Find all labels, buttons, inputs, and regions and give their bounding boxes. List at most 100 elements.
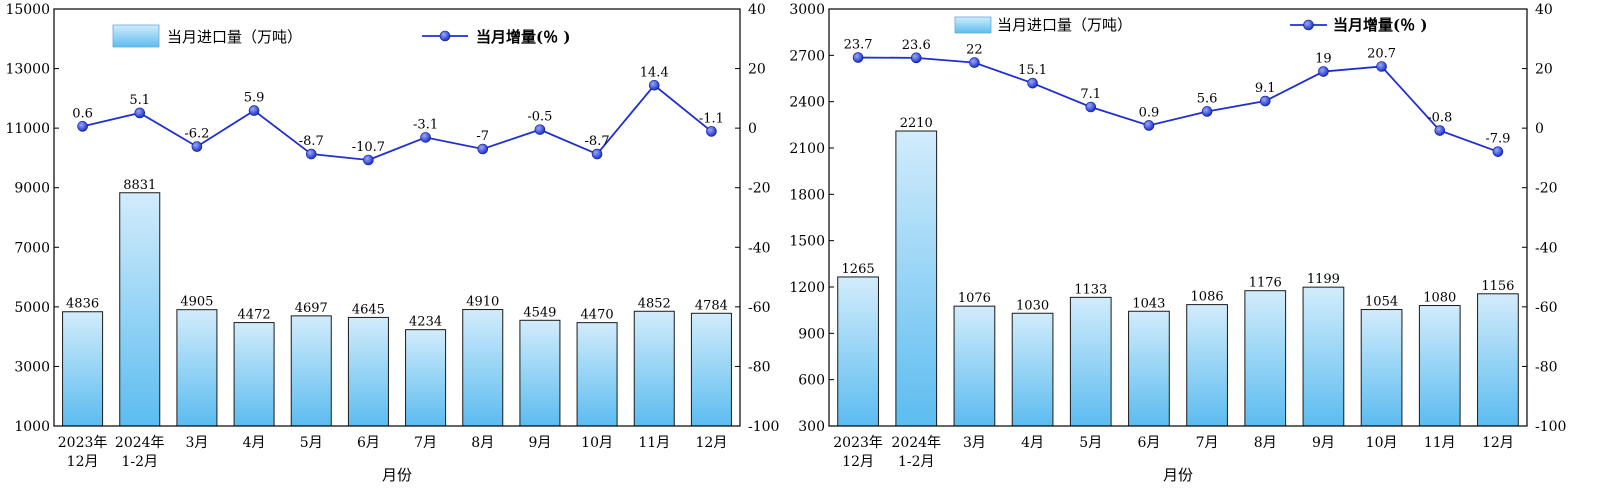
growth-marker	[1143, 120, 1155, 131]
bar-value-label: 4905	[180, 295, 213, 310]
left-axis-tick-label: 7000	[14, 240, 50, 256]
left-axis-tick-label: 1200	[789, 280, 825, 296]
growth-marker	[1376, 61, 1387, 72]
bar	[1128, 310, 1170, 427]
bar-value-label: 1199	[1307, 272, 1340, 287]
left-axis-tick-label: 1000	[14, 419, 50, 435]
right-axis-tick-label: -20	[748, 181, 771, 197]
left-axis-tick-label: 2400	[789, 95, 825, 111]
growth-value-label: -7	[476, 129, 489, 144]
x-category-label: 2024年 1-2月	[891, 435, 941, 470]
bar	[633, 310, 675, 427]
growth-value-label: 19	[1315, 52, 1332, 67]
left-axis-tick-label: 11000	[5, 121, 50, 137]
growth-marker	[477, 143, 489, 155]
bar	[895, 130, 938, 427]
bar	[62, 311, 104, 427]
bar	[1477, 293, 1519, 427]
growth-marker	[534, 124, 546, 135]
bar	[837, 276, 879, 427]
bar	[233, 322, 275, 427]
x-category-label: 6月	[357, 435, 380, 451]
bar	[690, 312, 732, 427]
growth-value-label: 0.9	[1139, 105, 1160, 120]
x-category-label: 12月	[1482, 435, 1514, 451]
growth-marker	[852, 52, 864, 63]
left-axis-tick-label: 1800	[789, 187, 825, 203]
bar-value-label: 4852	[638, 296, 671, 311]
x-category-label: 8月	[1254, 435, 1277, 451]
left-axis-tick-label: 300	[798, 419, 825, 435]
bar-value-label: 1054	[1365, 295, 1398, 310]
growth-marker	[248, 105, 260, 116]
bar	[1418, 305, 1461, 427]
legend-marker-swatch	[1303, 19, 1314, 31]
x-category-label: 5月	[300, 435, 323, 451]
legend-bar-label: 当月进口量（万吨）	[167, 28, 302, 46]
left-axis-tick-label: 9000	[14, 181, 50, 197]
x-category-label: 2023年 12月	[833, 435, 883, 470]
right-axis-tick-label: 0	[748, 121, 757, 137]
growth-marker	[706, 126, 717, 137]
growth-value-label: -10.7	[352, 140, 385, 155]
x-category-label: 2023年 12月	[58, 435, 108, 470]
growth-value-label: 23.7	[844, 38, 873, 53]
bar-value-label: 1080	[1423, 291, 1456, 306]
bar-value-label: 4549	[523, 305, 556, 320]
x-axis-title: 月份	[1163, 466, 1193, 484]
growth-value-label: 20.7	[1367, 46, 1396, 61]
right-axis-tick-label: 40	[1535, 2, 1553, 18]
x-category-label: 7月	[414, 435, 437, 451]
left-axis-tick-label: 1500	[789, 234, 825, 250]
x-category-label: 8月	[471, 435, 494, 451]
growth-marker	[969, 57, 980, 68]
bar-value-label: 4234	[409, 315, 442, 330]
legend-bar-label: 当月进口量（万吨）	[997, 16, 1132, 34]
right-axis-tick-label: -40	[1535, 240, 1558, 256]
x-category-label: 9月	[528, 435, 551, 451]
x-category-label: 7月	[1196, 435, 1219, 451]
legend-bar-swatch	[954, 16, 992, 34]
growth-marker	[1201, 106, 1213, 117]
x-category-label: 10月	[1366, 435, 1398, 451]
bar	[1360, 309, 1403, 427]
right-axis-tick-label: -60	[1535, 300, 1558, 316]
x-category-label: 2024年 1-2月	[115, 435, 165, 470]
right-axis-tick-label: -60	[748, 300, 771, 316]
growth-value-label: -3.1	[413, 117, 438, 132]
right-axis-tick-label: -80	[1535, 359, 1558, 375]
growth-marker	[363, 154, 374, 166]
bar	[1011, 312, 1054, 427]
growth-value-label: 9.1	[1255, 81, 1276, 96]
growth-value-label: -0.5	[527, 110, 552, 125]
growth-marker	[1027, 77, 1038, 89]
growth-marker	[1259, 95, 1271, 107]
left-axis-tick-label: 2700	[789, 48, 825, 64]
bar	[953, 305, 996, 427]
growth-value-label: -6.2	[184, 127, 209, 142]
left-axis-tick-label: 900	[798, 326, 825, 342]
plot-frame	[53, 8, 741, 427]
bar-value-label: 4784	[695, 298, 728, 313]
bar	[347, 316, 389, 427]
growth-value-label: 5.6	[1197, 91, 1218, 106]
left-axis-tick-label: 2100	[789, 141, 825, 157]
x-category-label: 3月	[963, 435, 986, 451]
bar	[519, 319, 561, 427]
x-category-label: 9月	[1312, 435, 1335, 451]
growth-marker	[420, 132, 431, 143]
growth-marker	[648, 79, 660, 91]
left-axis-tick-label: 600	[798, 373, 825, 389]
growth-value-label: -0.8	[1427, 111, 1452, 126]
growth-value-label: 14.4	[640, 65, 669, 80]
bar	[1244, 290, 1287, 427]
growth-marker	[305, 148, 317, 160]
x-category-label: 4月	[243, 435, 266, 451]
right-axis-tick-label: -80	[748, 359, 771, 375]
growth-marker	[910, 52, 922, 64]
growth-marker	[77, 121, 88, 132]
legend-bar-swatch	[112, 24, 160, 48]
growth-marker	[591, 148, 603, 160]
bar	[405, 329, 447, 427]
